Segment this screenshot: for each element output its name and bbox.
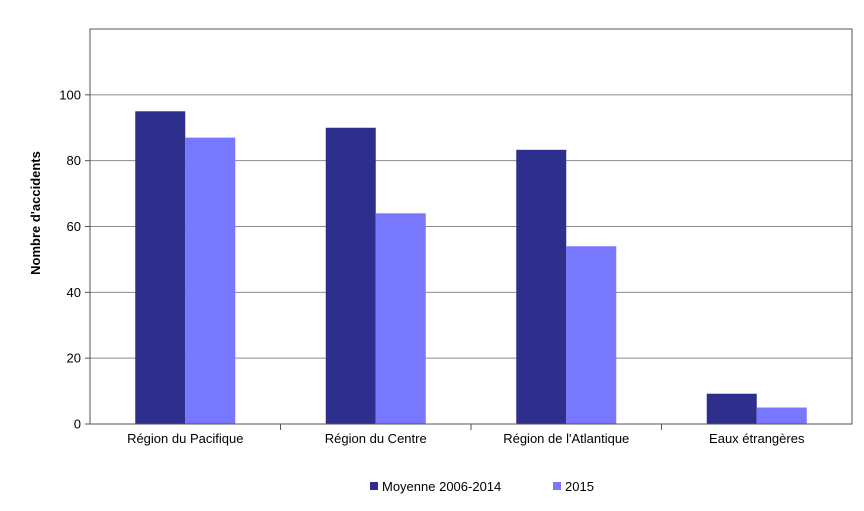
y-axis-label: Nombre d'accidents <box>28 151 43 275</box>
x-category-label: Région de l'Atlantique <box>503 431 629 446</box>
x-category-label: Eaux étrangères <box>709 431 805 446</box>
legend-label: 2015 <box>565 479 594 494</box>
x-category-labels: Région du Pacifique Région du Centre Régio… <box>127 431 805 446</box>
legend-swatch <box>553 482 561 490</box>
legend-label: Moyenne 2006-2014 <box>382 479 501 494</box>
y-tick-label: 0 <box>74 417 81 432</box>
bar-2015 <box>566 246 617 424</box>
y-tick-label: 40 <box>67 285 81 300</box>
y-tick-label: 100 <box>59 87 81 102</box>
y-tick-labels: 0 20 40 60 80 100 <box>59 87 81 431</box>
bars <box>135 111 807 425</box>
y-tick-label: 20 <box>67 351 81 366</box>
legend: Moyenne 2006-2014 2015 <box>370 479 594 494</box>
y-tick-label: 80 <box>67 153 81 168</box>
legend-item: Moyenne 2006-2014 <box>370 479 501 494</box>
bar-2015 <box>185 137 236 424</box>
bar-moyenne <box>516 149 567 424</box>
x-category-label: Région du Centre <box>325 431 427 446</box>
bar-moyenne <box>325 127 376 424</box>
legend-swatch <box>370 482 378 490</box>
bar-2015 <box>375 213 426 424</box>
bar-2015 <box>756 407 807 424</box>
y-tick-label: 60 <box>67 219 81 234</box>
bar-moyenne <box>135 111 186 425</box>
legend-item: 2015 <box>553 479 594 494</box>
x-category-label: Région du Pacifique <box>127 431 243 446</box>
axes <box>85 28 853 430</box>
bar-moyenne <box>706 393 757 424</box>
